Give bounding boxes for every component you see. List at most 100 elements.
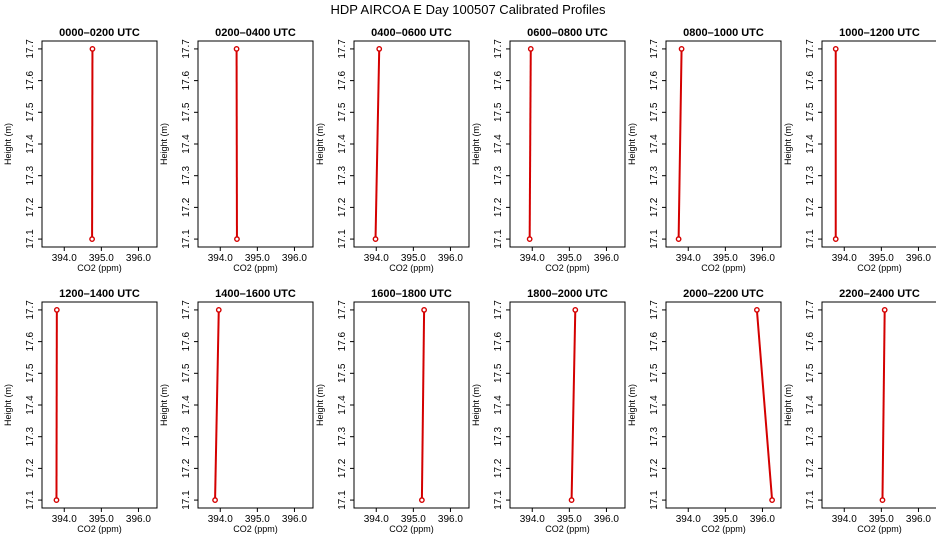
profile-point <box>53 497 60 503</box>
x-tick-label: 394.0 <box>208 253 233 264</box>
y-tick-label: 17.1 <box>337 490 348 510</box>
x-tick-label: 395.0 <box>713 253 738 264</box>
y-axis-label: Height (m) <box>471 384 481 426</box>
x-axis-label: CO2 (ppm) <box>701 263 746 273</box>
y-tick-label: 17.7 <box>649 300 660 320</box>
y-tick-label: 17.1 <box>181 229 192 249</box>
x-tick-label: 395.0 <box>869 253 894 264</box>
y-tick-label: 17.5 <box>649 102 660 122</box>
x-axis-label: CO2 (ppm) <box>233 263 278 273</box>
profile-point <box>678 46 685 52</box>
y-tick-label: 17.2 <box>181 458 192 478</box>
y-tick-label: 17.6 <box>337 331 348 351</box>
x-tick-label: 394.0 <box>520 514 545 525</box>
y-tick-label: 17.5 <box>805 363 816 383</box>
panel-title: 1800–2000 UTC <box>527 288 608 300</box>
profile-point <box>879 497 886 503</box>
profile-line <box>755 309 774 501</box>
x-tick-label: 396.0 <box>750 514 775 525</box>
y-tick-label: 17.1 <box>181 490 192 510</box>
y-tick-label: 17.3 <box>181 427 192 447</box>
y-tick-label: 17.3 <box>493 166 504 186</box>
x-axis-label: CO2 (ppm) <box>857 524 902 534</box>
y-axis-label: Height (m) <box>627 384 637 426</box>
y-axis-label: Height (m) <box>315 384 325 426</box>
profile-point <box>572 307 579 313</box>
profile-point <box>53 307 60 313</box>
profile-point <box>421 307 428 313</box>
y-tick-label: 17.2 <box>649 458 660 478</box>
y-tick-label: 17.7 <box>181 300 192 320</box>
x-axis-label: CO2 (ppm) <box>389 524 434 534</box>
y-tick-label: 17.4 <box>25 395 36 415</box>
y-tick-label: 17.3 <box>493 427 504 447</box>
panel-title: 0400–0600 UTC <box>371 27 452 39</box>
y-tick-label: 17.6 <box>181 331 192 351</box>
y-tick-label: 17.5 <box>493 363 504 383</box>
x-tick-label: 396.0 <box>906 253 931 264</box>
x-tick-label: 395.0 <box>557 514 582 525</box>
y-tick-label: 17.7 <box>649 39 660 59</box>
panel-title: 0000–0200 UTC <box>59 27 140 39</box>
profile-point <box>526 236 533 242</box>
x-axis-label: CO2 (ppm) <box>701 524 746 534</box>
y-tick-label: 17.5 <box>181 102 192 122</box>
y-tick-label: 17.5 <box>181 363 192 383</box>
y-tick-label: 17.3 <box>805 427 816 447</box>
x-tick-label: 396.0 <box>126 514 151 525</box>
y-tick-label: 17.4 <box>493 134 504 154</box>
x-tick-label: 394.0 <box>832 514 857 525</box>
x-axis-label: CO2 (ppm) <box>545 524 590 534</box>
y-tick-label: 17.2 <box>25 197 36 217</box>
panel-title: 0200–0400 UTC <box>215 27 296 39</box>
profile-line <box>881 309 886 501</box>
y-tick-label: 17.7 <box>493 39 504 59</box>
y-tick-label: 17.4 <box>649 395 660 415</box>
y-tick-label: 17.7 <box>493 300 504 320</box>
profile-point <box>832 236 839 242</box>
x-tick-label: 394.0 <box>364 514 389 525</box>
y-tick-label: 17.1 <box>337 229 348 249</box>
y-tick-label: 17.5 <box>493 102 504 122</box>
panel-title: 1400–1600 UTC <box>215 288 296 300</box>
y-tick-label: 17.6 <box>805 331 816 351</box>
y-tick-label: 17.2 <box>805 197 816 217</box>
y-tick-label: 17.3 <box>25 427 36 447</box>
y-tick-label: 17.7 <box>805 39 816 59</box>
profile-point <box>675 236 682 242</box>
y-tick-label: 17.6 <box>493 331 504 351</box>
y-tick-label: 17.3 <box>649 427 660 447</box>
y-tick-label: 17.4 <box>805 134 816 154</box>
y-axis-label: Height (m) <box>3 384 13 426</box>
y-tick-label: 17.6 <box>25 331 36 351</box>
plot-frame <box>197 40 314 248</box>
x-tick-label: 396.0 <box>282 514 307 525</box>
y-tick-label: 17.5 <box>25 102 36 122</box>
y-tick-label: 17.1 <box>25 490 36 510</box>
y-tick-label: 17.3 <box>181 166 192 186</box>
y-tick-label: 17.2 <box>649 197 660 217</box>
y-tick-label: 17.5 <box>649 363 660 383</box>
y-tick-label: 17.1 <box>649 490 660 510</box>
x-tick-label: 394.0 <box>832 253 857 264</box>
y-tick-label: 17.4 <box>805 395 816 415</box>
x-tick-label: 396.0 <box>282 253 307 264</box>
plot-frame <box>353 301 470 509</box>
y-tick-label: 17.1 <box>25 229 36 249</box>
x-axis-label: CO2 (ppm) <box>857 263 902 273</box>
plot-frame <box>821 301 936 509</box>
x-tick-label: 396.0 <box>906 514 931 525</box>
y-tick-label: 17.4 <box>337 395 348 415</box>
y-tick-label: 17.5 <box>805 102 816 122</box>
chart-title: HDP AIRCOA E Day 100507 Calibrated Profi… <box>330 2 606 17</box>
y-tick-label: 17.6 <box>649 70 660 90</box>
y-tick-label: 17.6 <box>181 70 192 90</box>
y-tick-label: 17.3 <box>805 166 816 186</box>
y-tick-label: 17.4 <box>493 395 504 415</box>
y-tick-label: 17.6 <box>805 70 816 90</box>
y-tick-label: 17.1 <box>493 229 504 249</box>
profile-point <box>212 497 218 503</box>
x-tick-label: 394.0 <box>520 253 545 264</box>
profile-line <box>214 309 220 501</box>
y-axis-label: Height (m) <box>627 123 637 165</box>
